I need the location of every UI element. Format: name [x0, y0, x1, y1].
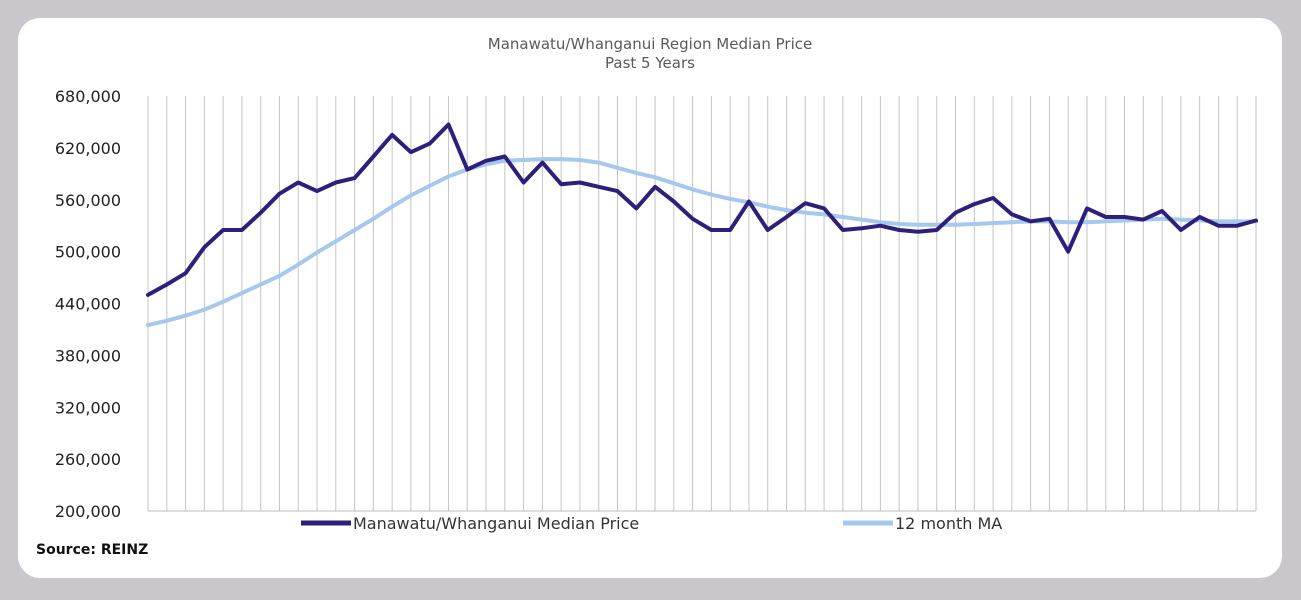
- y-tick-label: 320,000: [55, 398, 121, 417]
- chart-title: Manawatu/Whanganui Region Median Price: [488, 35, 812, 53]
- y-tick-label: 260,000: [55, 450, 121, 469]
- series-line-1: [146, 157, 1258, 328]
- series-lines: [146, 122, 1258, 328]
- line-chart: Manawatu/Whanganui Region Median Price P…: [55, 35, 1258, 533]
- y-tick-label: 200,000: [55, 502, 121, 521]
- chart-card: Manawatu/Whanganui Region Median Price P…: [18, 18, 1282, 578]
- source-note: Source: REINZ: [36, 542, 149, 558]
- y-axis: 200,000 260,000 320,000 380,000 440,000 500,0…: [55, 87, 121, 521]
- y-tick-label: 680,000: [55, 87, 121, 106]
- legend-label-0: Manawatu/Whanganui Median Price: [353, 514, 639, 533]
- y-tick-label: 500,000: [55, 243, 121, 262]
- chart-subtitle: Past 5 Years: [605, 54, 695, 72]
- legend: Manawatu/Whanganui Median Price 12 month …: [301, 514, 1002, 533]
- y-tick-label: 620,000: [55, 139, 121, 158]
- gridlines: [147, 96, 1257, 512]
- y-tick-label: 380,000: [55, 346, 121, 365]
- y-tick-label: 440,000: [55, 295, 121, 314]
- legend-label-1: 12 month MA: [895, 514, 1002, 533]
- y-tick-label: 560,000: [55, 191, 121, 210]
- series-line-0: [146, 122, 1258, 297]
